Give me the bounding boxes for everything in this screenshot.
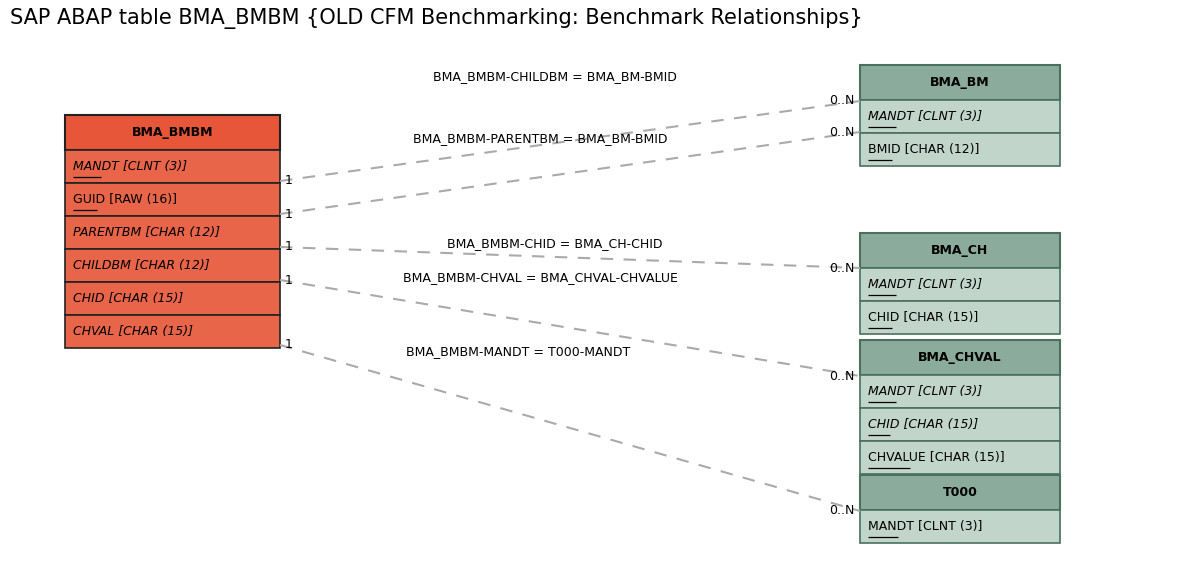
- Bar: [860, 301, 1060, 334]
- Text: MANDT [CLNT (3)]: MANDT [CLNT (3)]: [867, 278, 982, 291]
- Text: BMA_BMBM-CHVAL = BMA_CHVAL-CHVALUE: BMA_BMBM-CHVAL = BMA_CHVAL-CHVALUE: [403, 271, 678, 284]
- Text: CHID [CHAR (15)]: CHID [CHAR (15)]: [867, 418, 978, 431]
- Bar: [860, 65, 1060, 100]
- Text: 1: 1: [285, 175, 293, 187]
- Text: 1: 1: [285, 339, 293, 352]
- Bar: [860, 268, 1060, 301]
- Text: CHVAL [CHAR (15)]: CHVAL [CHAR (15)]: [73, 325, 193, 338]
- Bar: [860, 441, 1060, 474]
- Text: CHILDBM [CHAR (12)]: CHILDBM [CHAR (12)]: [73, 259, 210, 272]
- Bar: [65, 150, 280, 183]
- Text: MANDT [CLNT (3)]: MANDT [CLNT (3)]: [73, 160, 187, 173]
- Text: BMID [CHAR (12)]: BMID [CHAR (12)]: [867, 143, 979, 156]
- Text: CHID [CHAR (15)]: CHID [CHAR (15)]: [73, 292, 184, 305]
- Text: BMA_BMBM-MANDT = T000-MANDT: BMA_BMBM-MANDT = T000-MANDT: [406, 345, 630, 358]
- Bar: [65, 183, 280, 216]
- Text: BMA_BM: BMA_BM: [930, 76, 990, 89]
- Text: GUID [RAW (16)]: GUID [RAW (16)]: [73, 193, 177, 206]
- Text: 1: 1: [285, 240, 293, 254]
- Text: BMA_CH: BMA_CH: [931, 244, 989, 257]
- Bar: [65, 315, 280, 348]
- Text: MANDT [CLNT (3)]: MANDT [CLNT (3)]: [867, 520, 983, 533]
- Text: BMA_BMBM-CHID = BMA_CH-CHID: BMA_BMBM-CHID = BMA_CH-CHID: [447, 237, 663, 250]
- Text: MANDT [CLNT (3)]: MANDT [CLNT (3)]: [867, 385, 982, 398]
- Bar: [860, 510, 1060, 543]
- Bar: [65, 216, 280, 249]
- Text: 1: 1: [285, 208, 293, 221]
- Bar: [860, 375, 1060, 408]
- Text: 0..N: 0..N: [830, 126, 855, 139]
- Text: T000: T000: [943, 486, 977, 499]
- Text: 0..N: 0..N: [830, 261, 855, 275]
- Bar: [65, 282, 280, 315]
- Text: 1: 1: [285, 274, 293, 286]
- Bar: [860, 100, 1060, 133]
- Text: 0..N: 0..N: [830, 370, 855, 382]
- Bar: [860, 233, 1060, 268]
- Text: 0..N: 0..N: [830, 505, 855, 517]
- Bar: [860, 408, 1060, 441]
- Bar: [65, 249, 280, 282]
- Text: 0..N: 0..N: [830, 94, 855, 108]
- Text: BMA_CHVAL: BMA_CHVAL: [918, 351, 1002, 364]
- Text: BMA_BMBM-PARENTBM = BMA_BM-BMID: BMA_BMBM-PARENTBM = BMA_BM-BMID: [413, 132, 667, 145]
- Bar: [860, 475, 1060, 510]
- Text: CHID [CHAR (15)]: CHID [CHAR (15)]: [867, 311, 978, 324]
- Bar: [860, 133, 1060, 166]
- Text: BMA_BMBM-CHILDBM = BMA_BM-BMID: BMA_BMBM-CHILDBM = BMA_BM-BMID: [433, 70, 677, 83]
- Bar: [860, 340, 1060, 375]
- Text: PARENTBM [CHAR (12)]: PARENTBM [CHAR (12)]: [73, 226, 220, 239]
- Text: MANDT [CLNT (3)]: MANDT [CLNT (3)]: [867, 110, 982, 123]
- Text: SAP ABAP table BMA_BMBM {OLD CFM Benchmarking: Benchmark Relationships}: SAP ABAP table BMA_BMBM {OLD CFM Benchma…: [9, 8, 863, 29]
- Text: CHVALUE [CHAR (15)]: CHVALUE [CHAR (15)]: [867, 451, 1005, 464]
- Bar: [65, 115, 280, 150]
- Text: BMA_BMBM: BMA_BMBM: [132, 126, 213, 139]
